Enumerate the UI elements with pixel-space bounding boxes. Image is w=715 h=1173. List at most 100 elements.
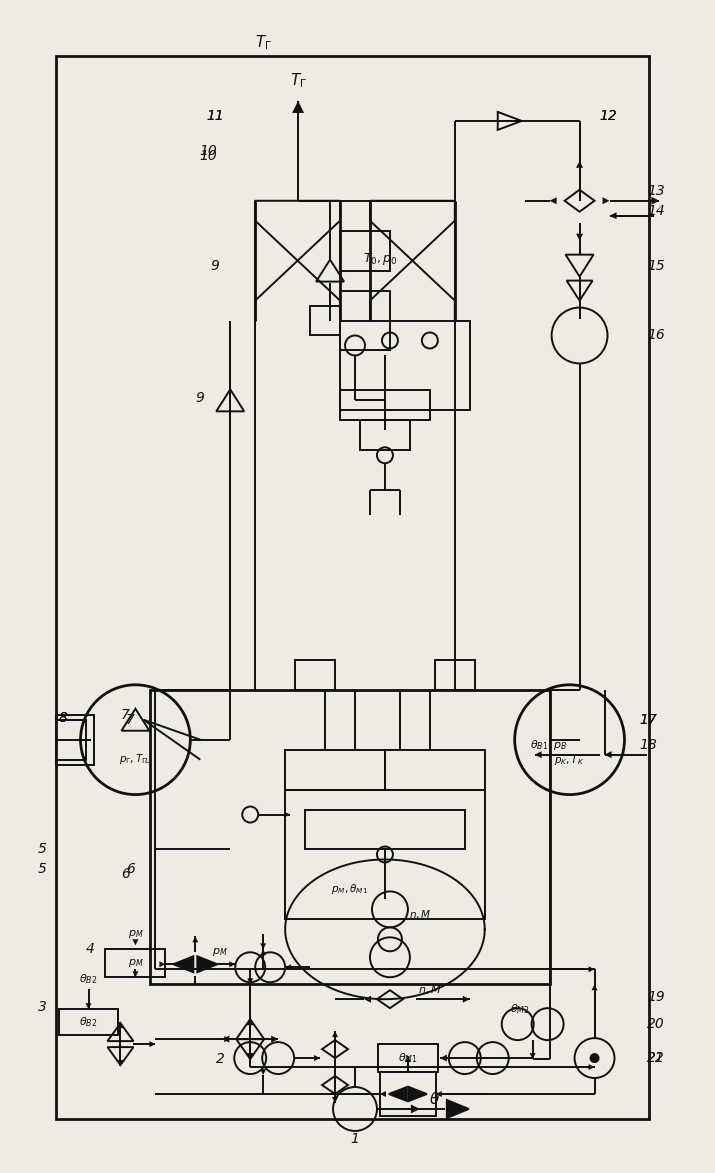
Text: 16: 16 bbox=[648, 328, 665, 343]
Polygon shape bbox=[332, 1097, 338, 1103]
Text: 17: 17 bbox=[639, 713, 657, 727]
Text: 10: 10 bbox=[199, 149, 217, 163]
Text: 6: 6 bbox=[121, 868, 130, 881]
Text: 8: 8 bbox=[58, 711, 67, 725]
Bar bbox=[56, 56, 649, 1119]
Polygon shape bbox=[260, 949, 266, 955]
Bar bbox=[340, 231, 390, 271]
Bar bbox=[59, 1009, 119, 1035]
Text: 3: 3 bbox=[38, 1001, 47, 1015]
Polygon shape bbox=[260, 943, 266, 949]
Text: $n, M$: $n, M$ bbox=[418, 983, 442, 996]
Polygon shape bbox=[530, 1053, 536, 1059]
Text: 14: 14 bbox=[648, 204, 665, 218]
Polygon shape bbox=[364, 996, 371, 1003]
Text: $\theta_{M1}$: $\theta_{M1}$ bbox=[398, 1051, 418, 1065]
Text: 19: 19 bbox=[648, 990, 665, 1004]
Polygon shape bbox=[260, 1069, 266, 1074]
Text: $n, M$: $n, M$ bbox=[408, 908, 431, 921]
Polygon shape bbox=[285, 964, 291, 970]
Circle shape bbox=[591, 1055, 598, 1062]
Text: 10: 10 bbox=[199, 144, 217, 158]
Polygon shape bbox=[132, 971, 139, 977]
Polygon shape bbox=[463, 996, 470, 1003]
Polygon shape bbox=[247, 1053, 254, 1060]
Text: 13: 13 bbox=[648, 184, 665, 198]
Bar bbox=[385, 750, 485, 789]
Bar bbox=[435, 660, 475, 690]
Polygon shape bbox=[535, 751, 542, 758]
Text: 11: 11 bbox=[207, 109, 224, 123]
Bar bbox=[285, 750, 385, 789]
Polygon shape bbox=[405, 1056, 411, 1062]
Polygon shape bbox=[225, 1036, 230, 1042]
Text: 5: 5 bbox=[38, 862, 47, 876]
Text: 8: 8 bbox=[58, 711, 67, 725]
Polygon shape bbox=[222, 1036, 230, 1043]
Polygon shape bbox=[550, 197, 556, 204]
Text: 11: 11 bbox=[207, 109, 224, 123]
Bar bbox=[56, 720, 86, 760]
Bar bbox=[310, 305, 340, 335]
Text: 18: 18 bbox=[639, 738, 657, 752]
Text: $\theta_{B2}$: $\theta_{B2}$ bbox=[79, 1016, 98, 1029]
Polygon shape bbox=[436, 1091, 442, 1097]
Polygon shape bbox=[132, 940, 139, 945]
Polygon shape bbox=[86, 1003, 92, 1009]
Bar bbox=[340, 391, 430, 420]
Bar bbox=[106, 949, 165, 977]
Text: 22: 22 bbox=[648, 1051, 665, 1065]
Polygon shape bbox=[159, 961, 165, 968]
Text: $\theta_{B2}$: $\theta_{B2}$ bbox=[79, 972, 98, 986]
Text: 7: 7 bbox=[126, 713, 135, 727]
Polygon shape bbox=[230, 961, 235, 968]
Polygon shape bbox=[440, 1055, 447, 1062]
Polygon shape bbox=[411, 1105, 420, 1113]
Polygon shape bbox=[389, 1087, 407, 1101]
Polygon shape bbox=[604, 751, 611, 758]
Bar bbox=[285, 789, 485, 920]
Polygon shape bbox=[588, 967, 595, 972]
Text: $p_M$: $p_M$ bbox=[128, 928, 143, 941]
Polygon shape bbox=[192, 936, 198, 942]
Polygon shape bbox=[576, 161, 583, 168]
Polygon shape bbox=[651, 197, 659, 205]
Text: $\theta_{B1}, p_B$: $\theta_{B1}, p_B$ bbox=[530, 738, 567, 752]
Text: $p_M$: $p_M$ bbox=[212, 947, 228, 958]
Text: 9: 9 bbox=[211, 258, 220, 272]
Polygon shape bbox=[588, 1064, 595, 1070]
Text: $p_\Gamma, T_{\Gamma\!Ц}$: $p_\Gamma, T_{\Gamma\!Ц}$ bbox=[119, 752, 152, 767]
Polygon shape bbox=[447, 1100, 469, 1118]
Bar bbox=[340, 291, 390, 351]
Polygon shape bbox=[247, 978, 253, 984]
Text: $p_M$: $p_M$ bbox=[128, 957, 143, 969]
Polygon shape bbox=[576, 233, 583, 240]
Polygon shape bbox=[173, 956, 193, 972]
Polygon shape bbox=[117, 1060, 124, 1066]
Text: 12: 12 bbox=[600, 109, 617, 123]
Bar bbox=[305, 809, 465, 849]
Polygon shape bbox=[179, 961, 185, 968]
Bar bbox=[380, 1072, 436, 1116]
Text: 20: 20 bbox=[648, 1017, 665, 1031]
Text: 4: 4 bbox=[86, 942, 95, 956]
Polygon shape bbox=[247, 1018, 254, 1025]
Text: $p_M, \theta_{M1}$: $p_M, \theta_{M1}$ bbox=[332, 882, 368, 896]
Bar bbox=[340, 320, 470, 411]
Bar bbox=[56, 714, 94, 765]
Polygon shape bbox=[603, 197, 609, 204]
Bar bbox=[360, 420, 410, 450]
Polygon shape bbox=[332, 1031, 338, 1037]
Text: $\theta$: $\theta$ bbox=[429, 1091, 440, 1107]
Polygon shape bbox=[292, 101, 304, 113]
Text: 7: 7 bbox=[121, 707, 130, 721]
Bar bbox=[378, 1044, 438, 1072]
Text: 17: 17 bbox=[639, 713, 657, 727]
Text: $T_\Gamma$: $T_\Gamma$ bbox=[255, 34, 272, 53]
Text: $T_0, p_0$: $T_0, p_0$ bbox=[363, 251, 398, 266]
Text: 21: 21 bbox=[648, 1051, 665, 1065]
Polygon shape bbox=[380, 1091, 386, 1097]
Polygon shape bbox=[271, 1036, 278, 1043]
Polygon shape bbox=[197, 956, 217, 972]
Bar bbox=[150, 690, 550, 984]
